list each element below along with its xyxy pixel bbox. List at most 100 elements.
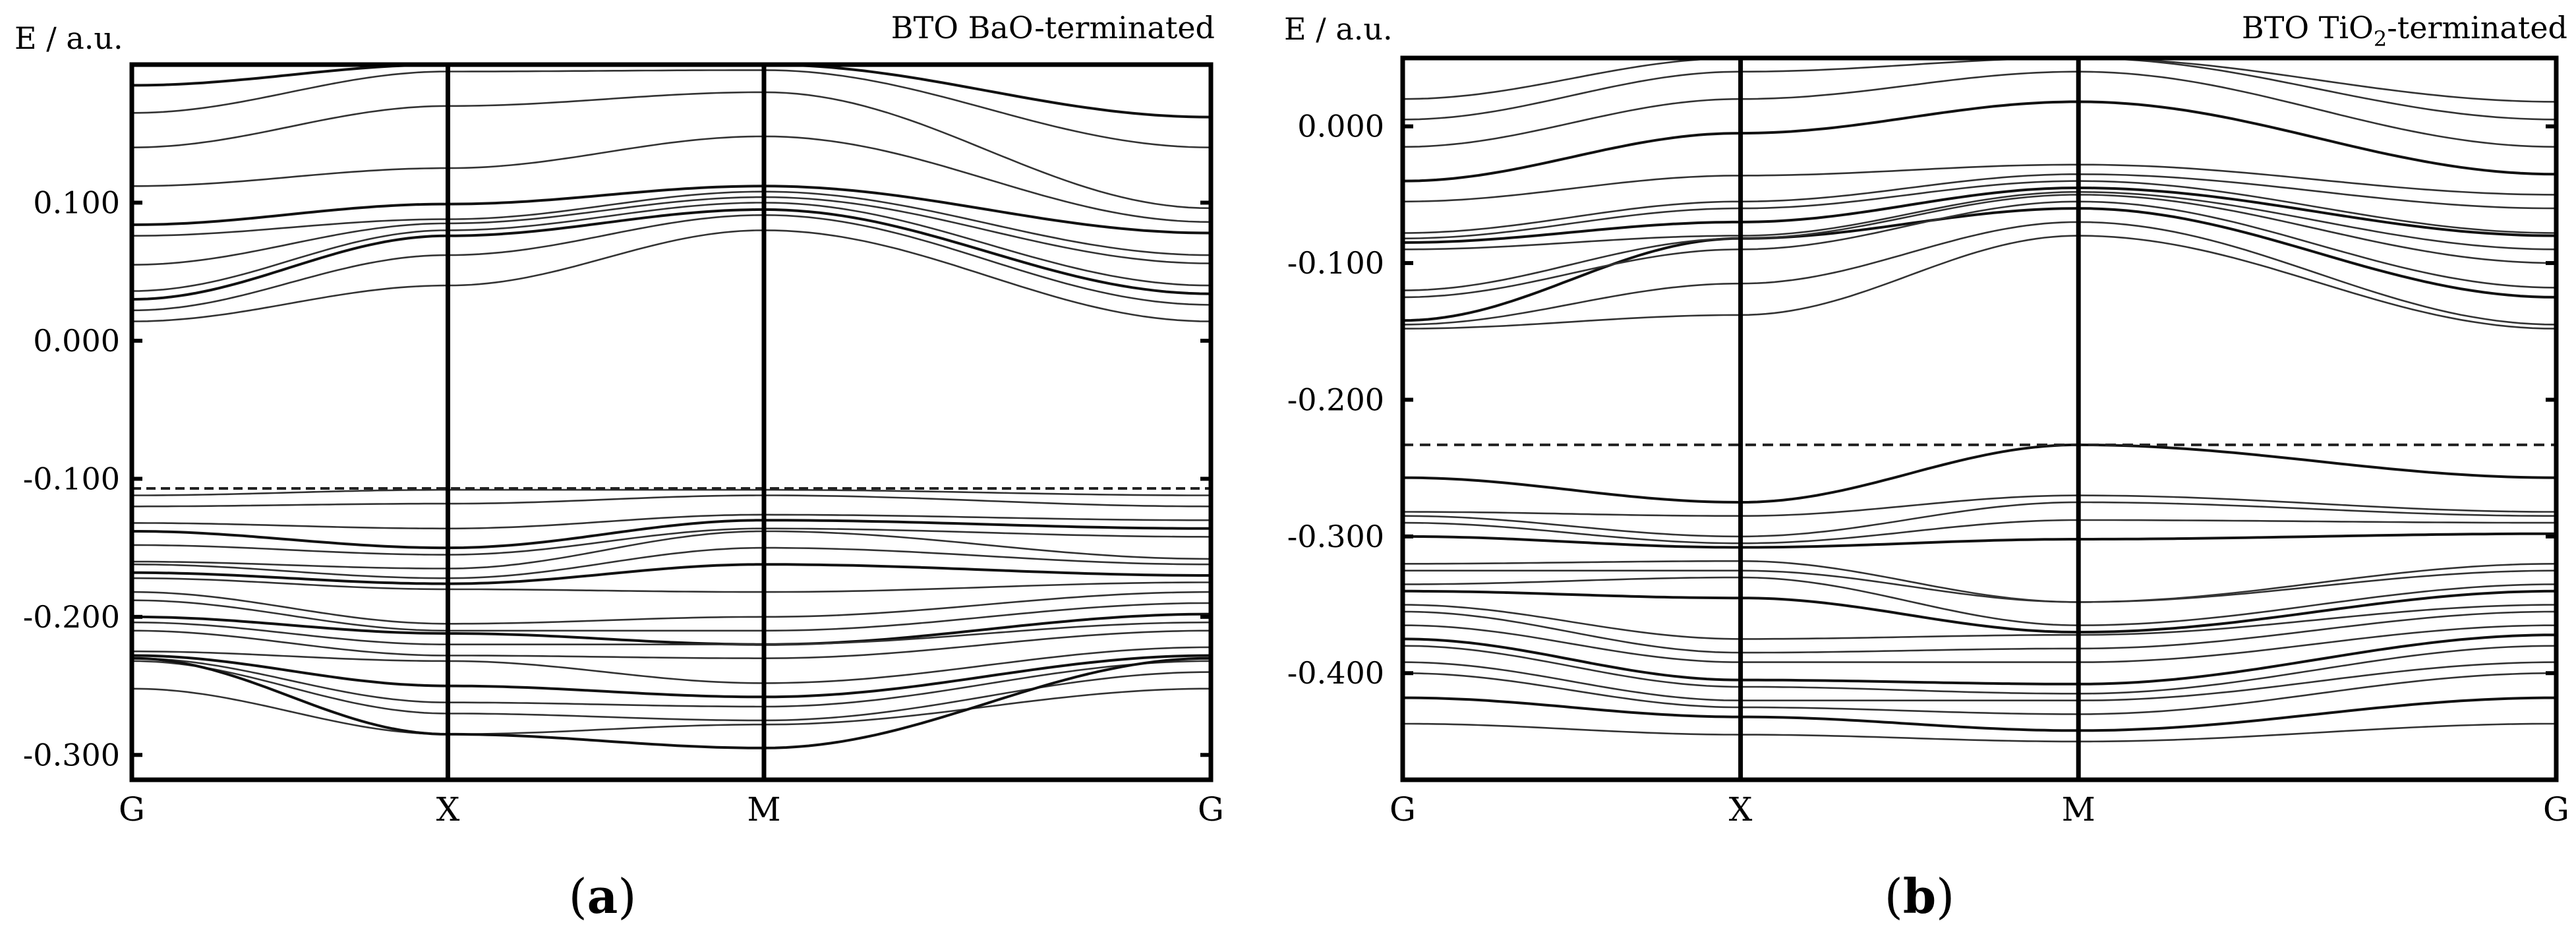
panel-label-a-open: ( bbox=[569, 869, 587, 924]
band-a-v15 bbox=[132, 646, 1212, 684]
band-a-v19 bbox=[131, 687, 1211, 736]
band-a-v6 bbox=[132, 530, 1212, 570]
panel-b: E / a.u. BTO TiO2-terminated G X M G 0.000 -0… bbox=[1284, 10, 2569, 924]
band-b-v15 bbox=[1402, 661, 2557, 701]
band-a-v10 bbox=[131, 591, 1212, 625]
band-a-c3 bbox=[131, 208, 1212, 301]
band-a-c7 bbox=[131, 185, 1212, 235]
ytick-label-b-0: 0.000 bbox=[1297, 109, 1384, 144]
y-axis-label-a: E / a.u. bbox=[15, 20, 123, 56]
band-b-v2 bbox=[1403, 494, 2556, 517]
band-a-v17 bbox=[131, 657, 1212, 708]
band-b-v12 bbox=[1403, 624, 2556, 663]
band-b-v6 bbox=[1403, 560, 2557, 603]
band-b-c13 bbox=[1402, 57, 2557, 121]
band-a-v3 bbox=[132, 513, 1211, 530]
band-b-v10 bbox=[1402, 604, 2557, 640]
band-b-v8 bbox=[1403, 576, 2557, 627]
band-b-v16 bbox=[1402, 672, 2557, 715]
band-a-c2 bbox=[131, 214, 1212, 312]
panel-label-b: (b) bbox=[1885, 868, 1955, 924]
panel-label-b-close: ) bbox=[1936, 869, 1954, 924]
chart-title-a: BTO BaO-terminated bbox=[891, 10, 1215, 45]
band-a-c4 bbox=[131, 202, 1212, 292]
ytick-label-b-4: -0.400 bbox=[1287, 655, 1384, 691]
chart-title-b: BTO TiO2-terminated bbox=[2242, 10, 2567, 51]
band-b-v7 bbox=[1403, 570, 2557, 603]
chart-title-b-text-2: -terminated bbox=[2387, 10, 2567, 45]
band-b-v13 bbox=[1402, 633, 2557, 686]
band-a-c5 bbox=[131, 196, 1212, 266]
band-b-v3 bbox=[1402, 501, 2556, 538]
band-a-v12 bbox=[131, 612, 1212, 646]
ytick-label-b-2: -0.200 bbox=[1287, 382, 1384, 417]
ytick-label-a-4: -0.300 bbox=[23, 737, 120, 773]
kpoint-label-b-0: G bbox=[1390, 790, 1416, 829]
band-a-v1 bbox=[132, 488, 1211, 496]
band-b-c5 bbox=[1402, 194, 2557, 291]
band-b-c9 bbox=[1402, 173, 2557, 234]
band-a-v9 bbox=[132, 577, 1211, 593]
band-a-v14 bbox=[132, 629, 1211, 659]
band-a-c8 bbox=[132, 135, 1212, 223]
band-b-c12 bbox=[1402, 71, 2557, 148]
panel-label-b-open: ( bbox=[1885, 869, 1903, 924]
axes-a: G X M G 0.100 0.000 -0.100 -0.200 -0.300 bbox=[23, 62, 1224, 829]
band-a-v2 bbox=[132, 494, 1212, 508]
band-b-c3 bbox=[1402, 207, 2557, 322]
band-a-v11 bbox=[131, 599, 1212, 632]
band-a-c1 bbox=[131, 229, 1212, 322]
ytick-label-b-1: -0.100 bbox=[1287, 245, 1384, 281]
band-a-c9 bbox=[131, 91, 1212, 210]
panel-label-a: (a) bbox=[569, 868, 637, 924]
band-b-c4 bbox=[1402, 200, 2557, 299]
band-b-v4 bbox=[1402, 519, 2556, 544]
plot-frame-b bbox=[1400, 55, 2559, 782]
band-b-c1 bbox=[1403, 235, 2557, 330]
band-b-v1 bbox=[1403, 443, 2557, 504]
kpoint-label-b-2: M bbox=[2062, 790, 2095, 829]
kpoint-label-a-3: G bbox=[1198, 790, 1224, 829]
panel-label-b-letter: b bbox=[1903, 868, 1936, 924]
ytick-label-a-1: 0.000 bbox=[33, 323, 120, 359]
axes-b: G X M G 0.000 -0.100 -0.200 -0.300 -0.400 bbox=[1287, 55, 2569, 829]
band-b-v5 bbox=[1403, 532, 2556, 549]
bands-b bbox=[1402, 57, 2557, 743]
band-a-v4 bbox=[132, 519, 1211, 550]
band-a-v18 bbox=[131, 660, 1212, 722]
band-b-c7 bbox=[1402, 186, 2557, 244]
ytick-label-b-3: -0.300 bbox=[1287, 519, 1384, 554]
band-b-c8 bbox=[1402, 180, 2557, 240]
plot-frame-a bbox=[129, 62, 1214, 782]
y-axis-label-b: E / a.u. bbox=[1284, 11, 1393, 47]
band-b-v18 bbox=[1403, 722, 2556, 743]
band-b-c11 bbox=[1402, 100, 2557, 183]
band-a-v5 bbox=[132, 527, 1212, 556]
ytick-label-a-2: -0.100 bbox=[23, 461, 120, 496]
band-b-v14 bbox=[1402, 645, 2557, 695]
ytick-label-a-0: 0.100 bbox=[33, 185, 120, 220]
band-b-c2 bbox=[1402, 221, 2557, 326]
kpoint-label-b-3: G bbox=[2543, 790, 2569, 829]
band-a-v7 bbox=[131, 546, 1211, 579]
bands-a bbox=[131, 63, 1212, 749]
chart-title-a-text: BTO BaO-terminated bbox=[891, 10, 1215, 45]
ytick-label-a-3: -0.200 bbox=[23, 599, 120, 635]
panel-label-a-letter: a bbox=[587, 868, 618, 924]
band-b-v11 bbox=[1402, 610, 2557, 654]
kpoint-label-a-2: M bbox=[747, 790, 780, 829]
kpoint-label-a-0: G bbox=[119, 790, 145, 829]
band-a-v13 bbox=[131, 621, 1212, 645]
chart-title-b-subscript: 2 bbox=[2374, 26, 2387, 51]
kpoint-label-b-1: X bbox=[1729, 790, 1753, 829]
band-a-c10 bbox=[131, 69, 1212, 148]
panel-a: E / a.u. BTO BaO-terminated G X M G 0.100 0.0… bbox=[15, 10, 1224, 924]
chart-title-b-text-1: BTO TiO bbox=[2242, 10, 2374, 45]
band-a-v20 bbox=[131, 657, 1212, 749]
band-a-c6 bbox=[132, 190, 1212, 256]
band-b-v17 bbox=[1403, 696, 2556, 732]
band-a-v8 bbox=[132, 563, 1211, 585]
band-b-c6 bbox=[1403, 190, 2557, 250]
panel-label-a-close: ) bbox=[618, 869, 636, 924]
